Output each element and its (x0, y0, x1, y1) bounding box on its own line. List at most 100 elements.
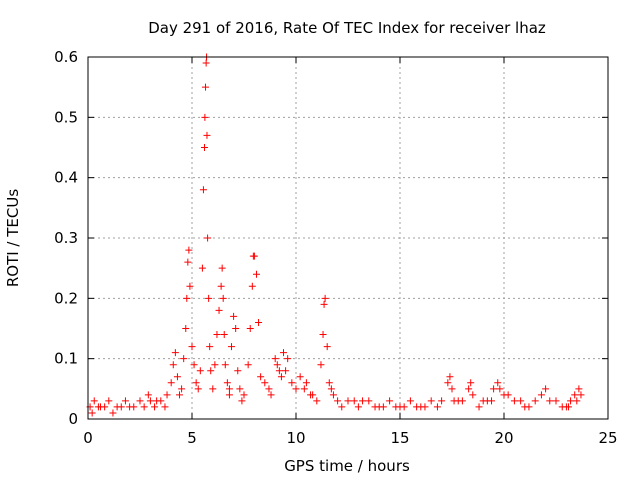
data-point (365, 397, 373, 405)
data-point (446, 373, 454, 381)
data-point (483, 397, 491, 405)
data-point (275, 367, 283, 375)
data-point (167, 379, 175, 387)
data-point (244, 361, 252, 369)
data-point (448, 385, 456, 393)
data-point (198, 264, 206, 272)
data-point (171, 349, 179, 357)
data-point (199, 186, 207, 194)
data-point (296, 373, 304, 381)
data-point (302, 379, 310, 387)
grid (88, 57, 608, 419)
data-point (531, 397, 539, 405)
data-point (202, 83, 210, 91)
data-point (228, 343, 236, 351)
data-point (257, 373, 265, 381)
data-point (573, 397, 581, 405)
data-point (144, 391, 152, 399)
data-point (558, 403, 566, 411)
data-point (575, 385, 583, 393)
data-point (564, 403, 572, 411)
data-point (182, 325, 190, 332)
data-point (183, 294, 191, 302)
data-point (400, 403, 408, 411)
data-point (213, 331, 221, 339)
data-point (450, 397, 458, 405)
data-point (350, 397, 358, 405)
data-point (542, 385, 550, 393)
data-point (469, 391, 477, 399)
data-point (273, 361, 281, 369)
data-point (250, 252, 258, 260)
data-point (413, 403, 421, 411)
data-point (458, 397, 466, 405)
data-point (265, 385, 273, 393)
data-point (238, 397, 246, 405)
data-point (252, 270, 260, 278)
data-point (140, 403, 148, 411)
x-tick-label: 0 (83, 429, 93, 447)
data-point (320, 300, 328, 308)
data-point (261, 379, 269, 387)
data-point (323, 343, 331, 351)
data-point (223, 379, 231, 387)
data-point (354, 403, 362, 411)
data-point (220, 331, 228, 339)
data-point (467, 379, 475, 387)
data-point (221, 361, 229, 369)
data-point (204, 234, 212, 242)
y-tick-label: 0.5 (54, 108, 78, 126)
data-point (567, 397, 575, 405)
data-point (444, 379, 452, 387)
data-point (277, 373, 285, 381)
data-point (284, 355, 292, 363)
data-point (207, 367, 215, 375)
data-point (490, 385, 498, 393)
data-point (230, 312, 238, 320)
data-point (225, 385, 233, 393)
data-point (307, 391, 315, 399)
data-point (327, 385, 335, 393)
data-point (288, 379, 296, 387)
data-point (201, 113, 209, 121)
data-point (386, 397, 394, 405)
data-point (194, 385, 202, 393)
x-tick-label: 15 (390, 429, 409, 447)
y-tick-label: 0.3 (54, 229, 78, 247)
data-point (325, 379, 333, 387)
data-point (496, 385, 504, 393)
data-point (427, 397, 435, 405)
data-point (329, 391, 337, 399)
data-point (465, 385, 473, 393)
data-point (282, 367, 290, 375)
y-tick-label: 0.6 (54, 48, 78, 66)
data-point (232, 325, 240, 332)
data-point (192, 379, 200, 387)
data-point (280, 349, 288, 357)
data-point (146, 397, 154, 405)
data-point (209, 385, 217, 393)
data-point (96, 403, 104, 411)
data-point (421, 403, 429, 411)
data-point (218, 264, 226, 272)
data-point (571, 391, 579, 399)
x-tick-label: 25 (598, 429, 617, 447)
data-point (313, 397, 321, 405)
data-point (196, 367, 204, 375)
data-point (438, 397, 446, 405)
data-point (161, 403, 169, 411)
x-axis: 0 5 10 15 20 25 (83, 57, 618, 447)
data-point (379, 403, 387, 411)
data-point (334, 397, 342, 405)
data-point (338, 403, 346, 411)
data-point (406, 397, 414, 405)
data-point (211, 361, 219, 369)
data-point (504, 391, 512, 399)
data-point (121, 397, 129, 405)
data-point (217, 282, 225, 290)
data-point (475, 403, 483, 411)
data-point (206, 343, 214, 351)
data-point (371, 403, 379, 411)
data-point (225, 391, 233, 399)
